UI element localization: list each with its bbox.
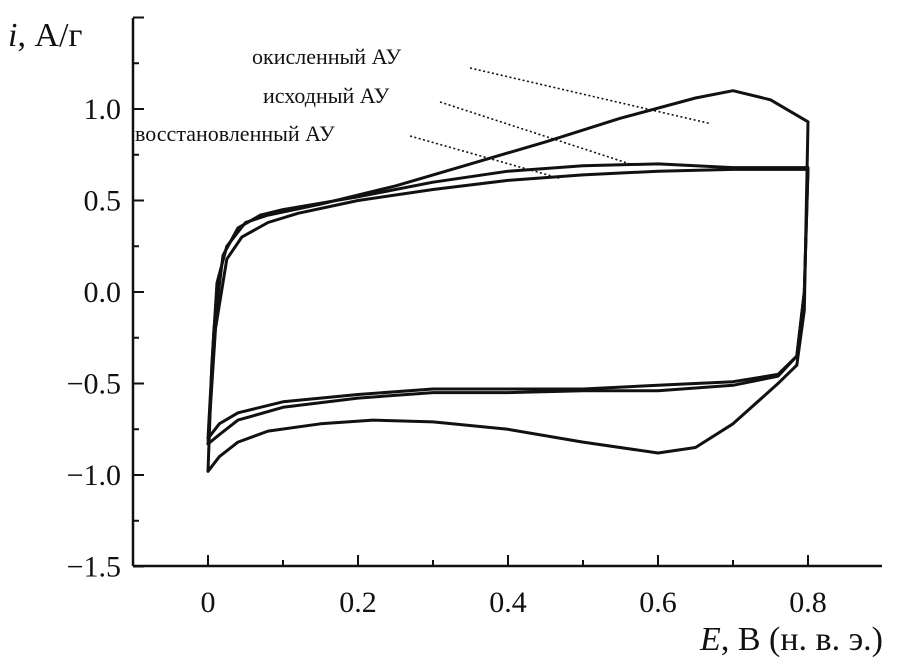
- x-tick-label: 0.4: [489, 586, 527, 619]
- x-axis-title: E, В (н. в. э.): [699, 621, 883, 658]
- y-tick-label: −1.5: [67, 551, 121, 584]
- x-tick-label: 0.2: [339, 586, 377, 619]
- annotation-label: исходный АУ: [263, 83, 390, 108]
- x-tick-label: 0.6: [639, 586, 677, 619]
- y-axis-title: i, А/г: [8, 17, 82, 54]
- x-tick-label: 0: [201, 586, 216, 619]
- y-tick-label: −0.5: [67, 368, 121, 401]
- annotation-leader-line: [469, 67, 711, 125]
- y-tick-label: 1.0: [84, 93, 122, 126]
- x-axis-ticks: 0 0.2 0.4 0.6 0.8: [132, 555, 827, 619]
- y-axis-title-unit: , А/г: [17, 17, 82, 54]
- series-curve-2: [206, 162, 810, 440]
- series-curve-3: [206, 167, 810, 446]
- y-tick-label: 0.5: [84, 185, 122, 218]
- x-axis-title-unit: , В (н. в. э.): [721, 621, 883, 658]
- x-axis-title-symbol: E: [699, 621, 721, 658]
- series-curve-1: [206, 89, 810, 473]
- annotation-leader-line: [439, 101, 636, 167]
- annotation-label: восстановленный АУ: [135, 121, 335, 146]
- x-tick-label: 0.8: [789, 586, 827, 619]
- annotation-label: окисленный АУ: [252, 44, 402, 69]
- y-tick-label: 0.0: [84, 276, 122, 309]
- annotation-layer: окисленный АУ исходный АУ восстановленный …: [135, 44, 711, 180]
- y-tick-label: −1.0: [67, 459, 121, 492]
- y-axis-ticks: 1.0 0.5 0.0 −0.5 −1.0 −1.5: [67, 16, 144, 584]
- annotation-leader-line: [409, 135, 561, 180]
- series-layer: [206, 89, 810, 473]
- y-axis-title-symbol: i: [8, 17, 17, 54]
